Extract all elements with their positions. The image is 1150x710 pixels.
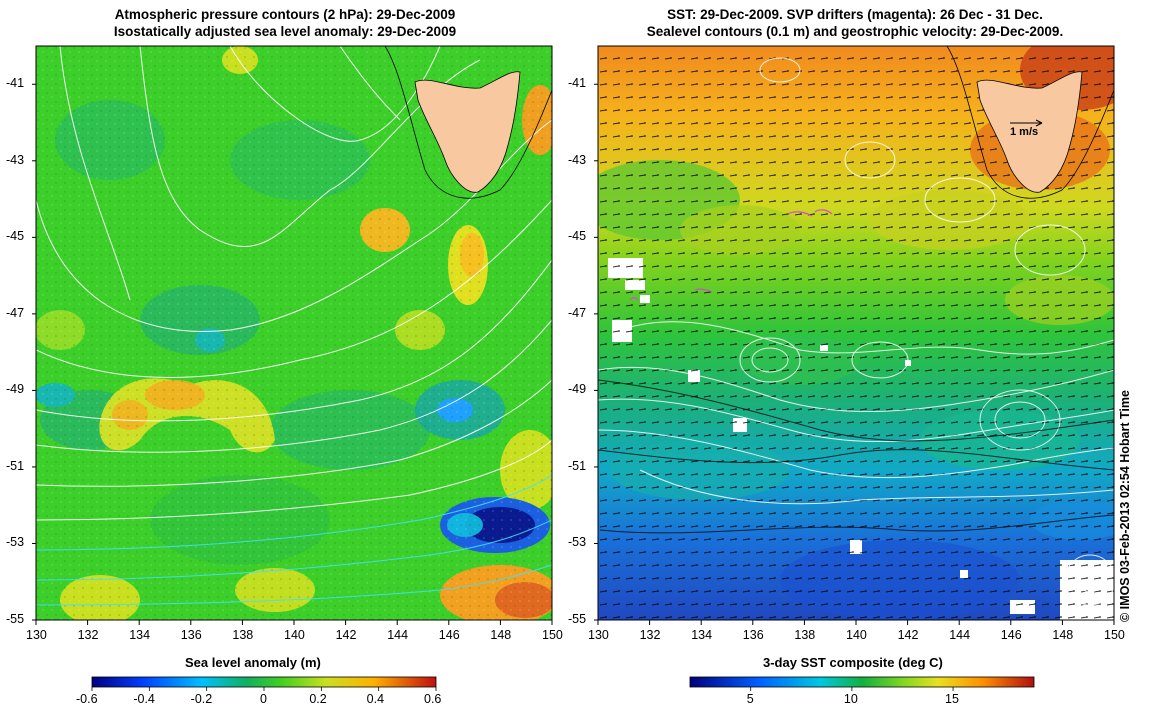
sst-colorbar-tick-5: 5 [746,692,754,706]
right-lon-tick-138: 138 [794,628,816,642]
right-lat-tick--51: -51 [568,458,587,473]
right-title-line1: SST: 29-Dec-2009. SVP drifters (magenta)… [667,7,1043,22]
left-lon-tick-132: 132 [77,628,99,642]
left-lon-tick-150: 150 [542,628,563,642]
left-lat-tick--49: -49 [6,382,25,397]
right-lon-tick-142: 142 [897,628,919,642]
left-title-line1: Atmospheric pressure contours (2 hPa): 2… [114,7,456,22]
right-lat-tick--45: -45 [568,229,587,244]
left-lon-tick-130: 130 [26,628,47,642]
right-lon-tick-134: 134 [691,628,713,642]
left-lon-tick-142: 142 [335,628,357,642]
left-map-field [36,46,552,620]
right-map-field [598,46,1114,620]
right-lon-tick-140: 140 [846,628,867,642]
sla-colorbar-tick--0.4: -0.4 [133,692,155,706]
sst-colorbar [689,676,1035,688]
sst-colorbar-label: 3-day SST composite (deg C) [763,655,943,670]
right-lat-tick--53: -53 [568,535,587,550]
left-lat-tick--45: -45 [6,229,25,244]
left-lon-tick-138: 138 [232,628,254,642]
sla-colorbar [91,676,437,688]
sla-colorbar-tick-0.2: 0.2 [309,692,327,706]
velocity-scale-label: 1 m/s [1010,126,1039,138]
right-lat-tick--43: -43 [568,152,587,167]
left-lat-tick--55: -55 [6,612,25,626]
imos-credit: © IMOS 03-Feb-2013 02:54 Hobart Time [1118,390,1132,622]
right-lon-tick-146: 146 [1000,628,1022,642]
right-lon-tick-130: 130 [588,628,609,642]
right-title-line2: Sealevel contours (0.1 m) and geostrophi… [646,24,1064,39]
right-lon-tick-150: 150 [1104,628,1125,642]
sla-colorbar-tick--0.6: -0.6 [76,692,98,706]
left-lat-tick--41: -41 [6,76,25,91]
right-lon-tick-136: 136 [742,628,764,642]
left-lon-tick-148: 148 [490,628,512,642]
left-lat-tick--43: -43 [6,152,25,167]
sla-colorbar-label: Sea level anomaly (m) [185,655,321,670]
right-lon-tick-144: 144 [949,628,971,642]
sla-colorbar-tick--0.2: -0.2 [190,692,213,706]
right-lon-tick-132: 132 [639,628,661,642]
left-panel-title: Atmospheric pressure contours (2 hPa): 2… [90,6,480,40]
sst-colorbar-tick-10: 10 [843,692,858,706]
left-lat-tick--51: -51 [6,458,25,473]
left-lon-tick-140: 140 [284,628,305,642]
sla-colorbar-tick-0.6: 0.6 [424,692,442,706]
left-lon-tick-136: 136 [180,628,202,642]
left-lon-tick-146: 146 [438,628,460,642]
left-lon-tick-134: 134 [129,628,151,642]
right-lon-tick-148: 148 [1052,628,1074,642]
right-lat-tick--41: -41 [568,76,587,91]
sla-colorbar-tick-0: 0 [260,692,267,706]
left-title-line2: Isostatically adjusted sea level anomaly… [113,24,457,39]
left-lat-tick--47: -47 [6,305,25,320]
right-lat-tick--49: -49 [568,382,587,397]
right-lat-tick--47: -47 [568,305,587,320]
right-lat-tick--55: -55 [568,612,587,626]
left-lon-tick-144: 144 [387,628,409,642]
left-lat-tick--53: -53 [6,535,25,550]
sla-colorbar-tick-0.4: 0.4 [366,692,385,706]
sst-colorbar-tick-15: 15 [945,692,959,706]
right-panel-title: SST: 29-Dec-2009. SVP drifters (magenta)… [615,6,1095,40]
